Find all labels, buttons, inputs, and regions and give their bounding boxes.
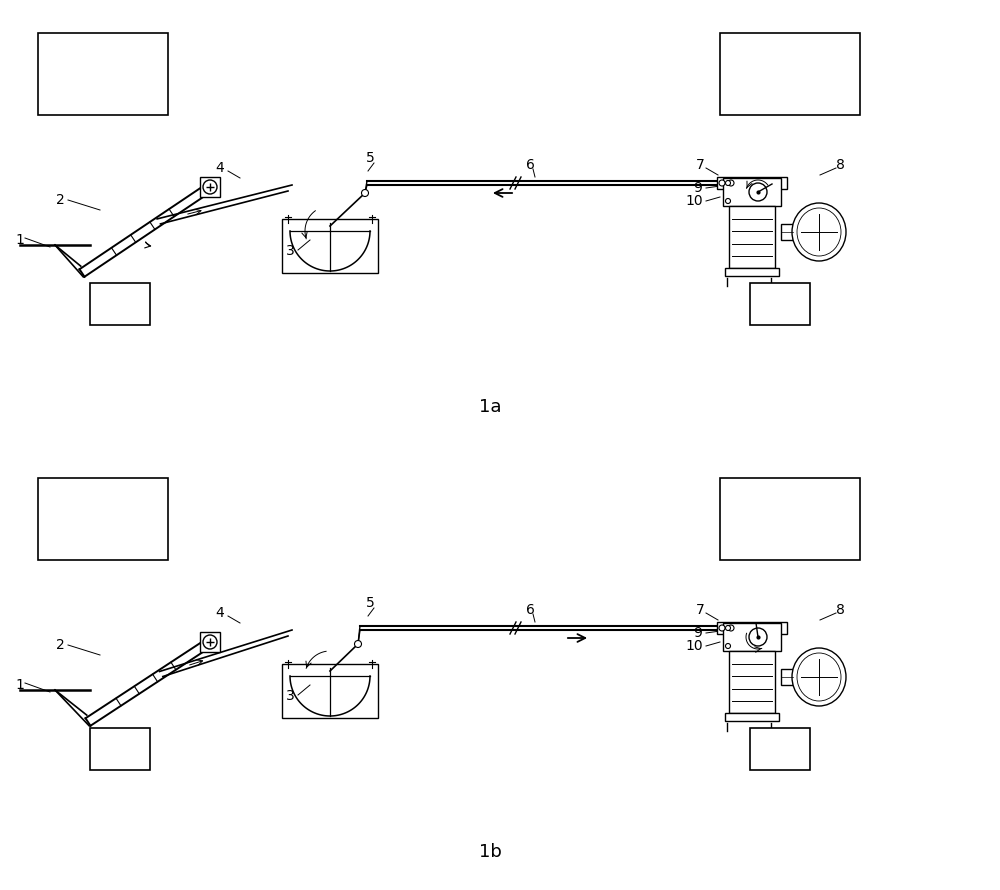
Ellipse shape [792, 648, 846, 706]
Bar [38, 33, 168, 115]
Bar [720, 478, 860, 560]
Bar [717, 177, 787, 189]
Text: 7: 7 [696, 158, 704, 172]
Bar [38, 478, 168, 560]
Bar [729, 651, 775, 713]
Bar [725, 268, 779, 276]
Text: 7: 7 [696, 603, 704, 617]
Bar [282, 219, 378, 273]
Text: 接地开关: 接地开关 [770, 76, 810, 94]
Circle shape [749, 183, 767, 201]
Text: 2: 2 [56, 193, 64, 207]
Text: 5: 5 [366, 596, 374, 610]
Text: 隔离开关: 隔离开关 [83, 76, 123, 94]
Ellipse shape [797, 208, 841, 256]
Text: 1: 1 [16, 678, 24, 692]
Text: 10: 10 [685, 194, 703, 208]
Circle shape [203, 635, 217, 649]
Text: 1a: 1a [479, 398, 501, 416]
Text: 3: 3 [286, 244, 294, 258]
Text: 分: 分 [114, 739, 126, 759]
Bar [781, 224, 793, 240]
Ellipse shape [792, 203, 846, 261]
Text: 6: 6 [526, 603, 534, 617]
Bar [90, 728, 150, 770]
Bar [720, 33, 860, 115]
Text: 隔离开关: 隔离开关 [83, 521, 123, 539]
Bar [723, 178, 781, 206]
Bar [282, 664, 378, 718]
Circle shape [203, 180, 217, 194]
Text: 合: 合 [774, 739, 786, 759]
Text: 分: 分 [774, 294, 786, 314]
Text: 10: 10 [685, 639, 703, 653]
Text: 1: 1 [16, 233, 24, 247]
Bar [200, 177, 220, 197]
Bar [781, 669, 793, 685]
Text: 8: 8 [836, 158, 844, 172]
Bar [729, 206, 775, 268]
Bar [750, 728, 810, 770]
Bar [725, 713, 779, 721]
Bar [90, 283, 150, 325]
Circle shape [728, 625, 734, 631]
Text: 1b: 1b [479, 843, 501, 861]
Text: 动侧: 动侧 [93, 48, 113, 66]
Text: 5: 5 [366, 151, 374, 165]
Text: 静侧: 静侧 [780, 48, 800, 66]
Circle shape [719, 625, 725, 631]
Text: 8: 8 [836, 603, 844, 617]
Circle shape [749, 628, 767, 646]
Text: 3: 3 [286, 689, 294, 703]
Bar [717, 622, 787, 634]
Bar [750, 283, 810, 325]
Text: 2: 2 [56, 638, 64, 652]
Ellipse shape [797, 653, 841, 701]
Text: 动侧: 动侧 [93, 493, 113, 511]
Circle shape [728, 180, 734, 186]
Circle shape [726, 198, 730, 204]
Circle shape [719, 180, 725, 186]
Circle shape [362, 190, 368, 197]
Circle shape [726, 643, 730, 649]
Text: 9: 9 [694, 181, 702, 195]
Text: 4: 4 [216, 606, 224, 620]
Bar [723, 623, 781, 651]
Circle shape [354, 641, 362, 648]
Circle shape [726, 181, 730, 185]
Text: 4: 4 [216, 161, 224, 175]
Circle shape [726, 626, 730, 630]
Text: 合: 合 [114, 294, 126, 314]
Text: 9: 9 [694, 626, 702, 640]
Text: 6: 6 [526, 158, 534, 172]
Bar [200, 632, 220, 652]
Text: 静侧: 静侧 [780, 493, 800, 511]
Text: 接地开关: 接地开关 [770, 521, 810, 539]
